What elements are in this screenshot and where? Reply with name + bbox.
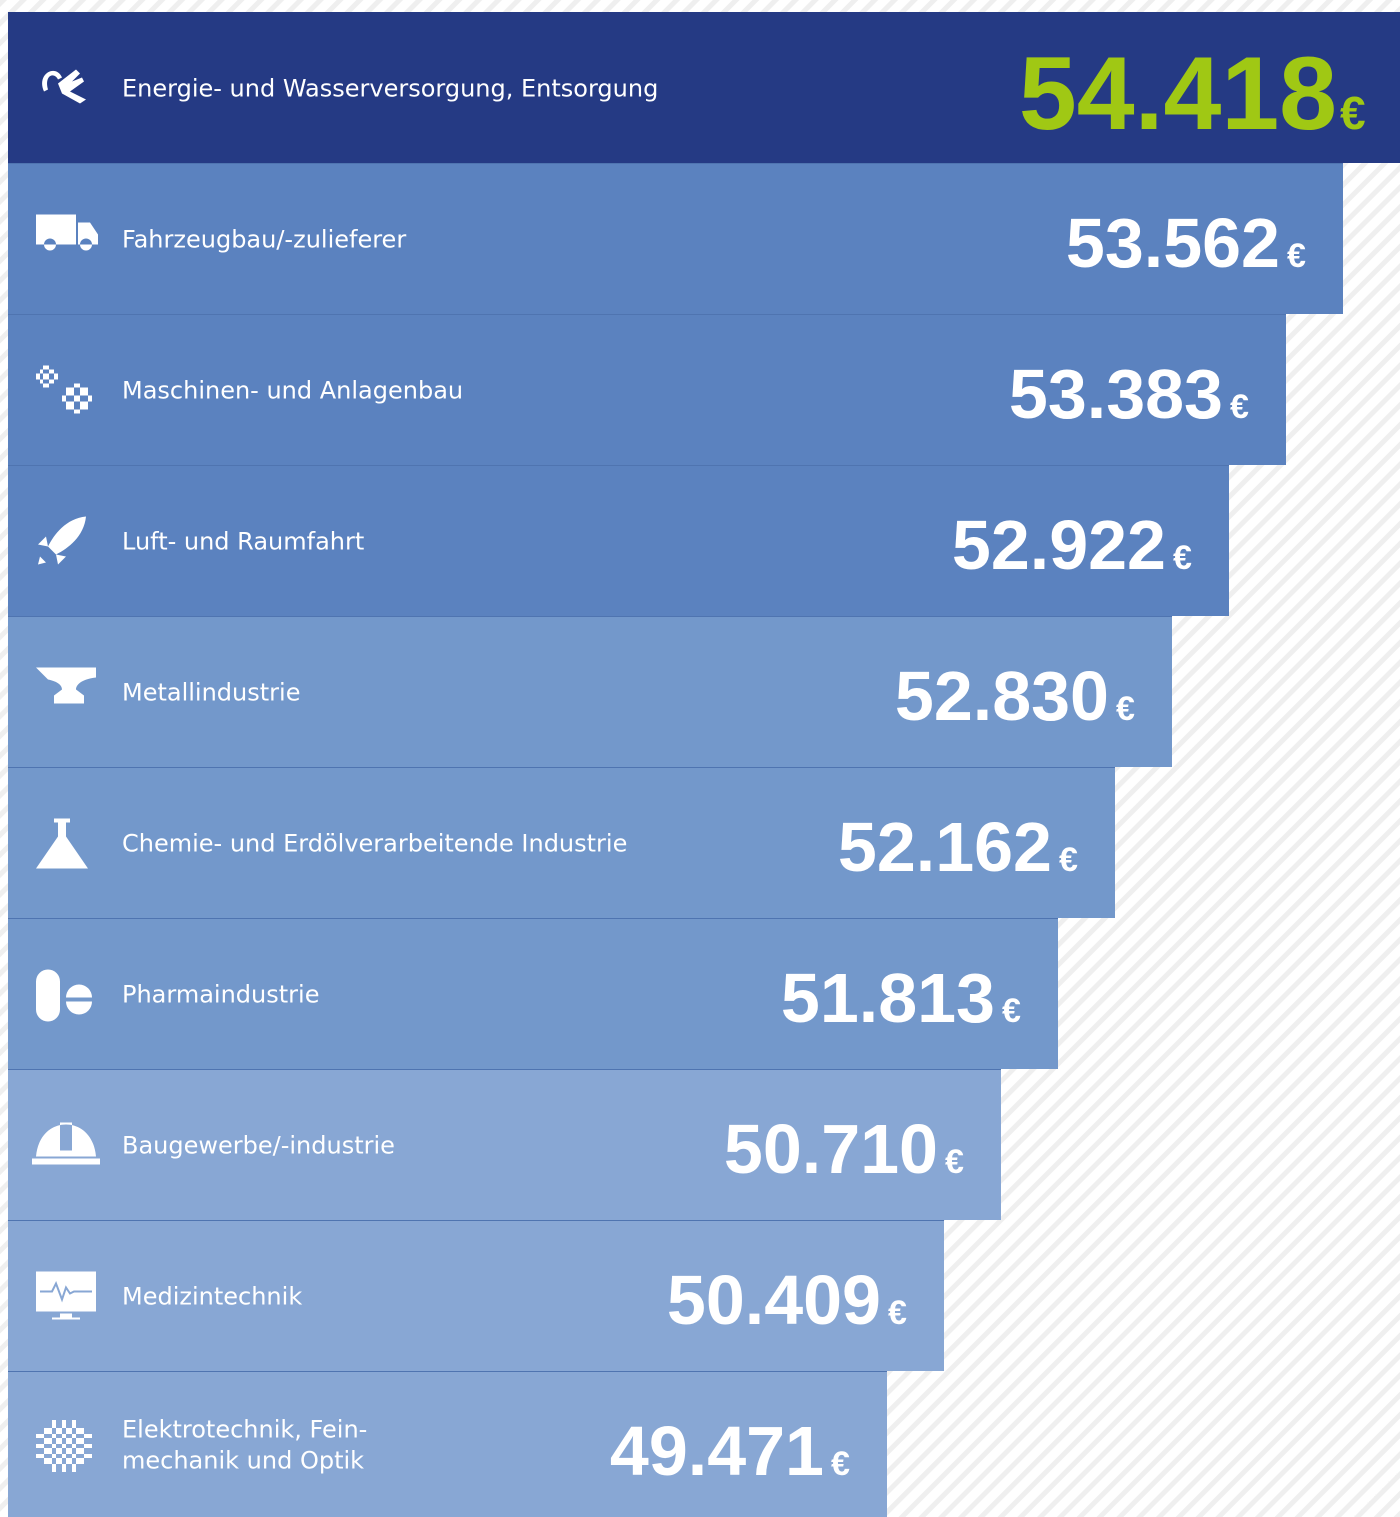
row-currency: € xyxy=(1116,690,1135,728)
row-currency: € xyxy=(945,1143,964,1181)
row-currency: € xyxy=(1173,539,1192,577)
row-bar xyxy=(8,314,1286,465)
row-value: 53.383 xyxy=(1009,355,1223,433)
row-label: mechanik und Optik xyxy=(122,1447,364,1475)
row-value: 52.922 xyxy=(952,506,1166,584)
row-icon xyxy=(38,516,86,565)
row: Elektrotechnik, Fein-mechanik und Optik 4… xyxy=(8,1371,887,1517)
row-label: Medizintechnik xyxy=(122,1283,302,1311)
row-bar xyxy=(8,1220,944,1371)
icon-shape xyxy=(32,1122,100,1165)
row-bar xyxy=(8,918,1058,1069)
row-label: Maschinen- und Anlagenbau xyxy=(122,377,463,405)
row: Energie- und Wasserversorgung, Entsorgun… xyxy=(8,12,1400,163)
row: Pharmaindustrie 51.813 € xyxy=(8,918,1058,1069)
icon-shape xyxy=(36,365,92,414)
icon-shape xyxy=(42,69,86,104)
row-currency: € xyxy=(1002,992,1021,1030)
row-currency: € xyxy=(888,1294,907,1332)
row-label: Baugewerbe/-industrie xyxy=(122,1132,395,1160)
row-bar xyxy=(8,1069,1001,1220)
icon-shape xyxy=(36,214,98,251)
row-label: Chemie- und Erdölverarbeitende Industrie xyxy=(122,830,627,858)
row-icon xyxy=(36,365,92,414)
row-label: Elektrotechnik, Fein- xyxy=(122,1416,367,1444)
row-label: Pharmaindustrie xyxy=(122,981,319,1009)
row-label: Energie- und Wasserversorgung, Entsorgun… xyxy=(122,75,658,103)
row-value: 54.418 xyxy=(1019,36,1337,152)
row-icon xyxy=(36,214,98,251)
row: Metallindustrie 52.830 € xyxy=(8,616,1172,767)
icon-shape xyxy=(38,516,86,565)
row: Baugewerbe/-industrie 50.710 € xyxy=(8,1069,1001,1220)
row-icon xyxy=(32,1122,100,1165)
icon-shape xyxy=(36,818,88,869)
row-currency: € xyxy=(831,1445,850,1483)
row-bar xyxy=(8,163,1343,314)
row-bar xyxy=(8,465,1229,616)
rows: Energie- und Wasserversorgung, Entsorgun… xyxy=(8,12,1400,1517)
row: Chemie- und Erdölverarbeitende Industrie… xyxy=(8,767,1115,918)
row-icon xyxy=(36,1271,96,1320)
row-label: Fahrzeugbau/-zulieferer xyxy=(122,226,406,254)
row: Maschinen- und Anlagenbau 53.383 € xyxy=(8,314,1286,465)
row-value: 50.710 xyxy=(724,1110,938,1188)
row-label: Luft- und Raumfahrt xyxy=(122,528,364,556)
row-label: Metallindustrie xyxy=(122,679,300,707)
icon-shape xyxy=(36,1420,92,1472)
row-currency: € xyxy=(1287,237,1306,275)
row-value: 51.813 xyxy=(781,959,995,1037)
row-icon xyxy=(36,667,96,704)
row-currency: € xyxy=(1059,841,1078,879)
row-bar xyxy=(8,767,1115,918)
row-icon xyxy=(36,818,88,869)
row-currency: € xyxy=(1230,388,1249,426)
row-currency: € xyxy=(1340,87,1366,139)
row-icon xyxy=(36,1420,92,1472)
row-value: 52.162 xyxy=(838,808,1052,886)
icon-pulse xyxy=(40,1281,92,1303)
row-bar xyxy=(8,616,1172,767)
icon-shape xyxy=(36,969,92,1022)
row-value: 52.830 xyxy=(895,657,1109,735)
icon-shape xyxy=(36,667,96,704)
row: Medizintechnik 50.409 € xyxy=(8,1220,944,1371)
row-icon xyxy=(42,69,86,104)
row: Luft- und Raumfahrt 52.922 € xyxy=(8,465,1229,616)
row-value: 50.409 xyxy=(667,1261,881,1339)
row-bar xyxy=(8,12,1400,163)
row-bar xyxy=(8,1371,887,1517)
row-icon xyxy=(36,969,92,1022)
row-value: 53.562 xyxy=(1066,204,1280,282)
row-value: 49.471 xyxy=(610,1412,824,1490)
row: Fahrzeugbau/-zulieferer 53.562 € xyxy=(8,163,1343,314)
icon-shape xyxy=(36,1271,96,1320)
